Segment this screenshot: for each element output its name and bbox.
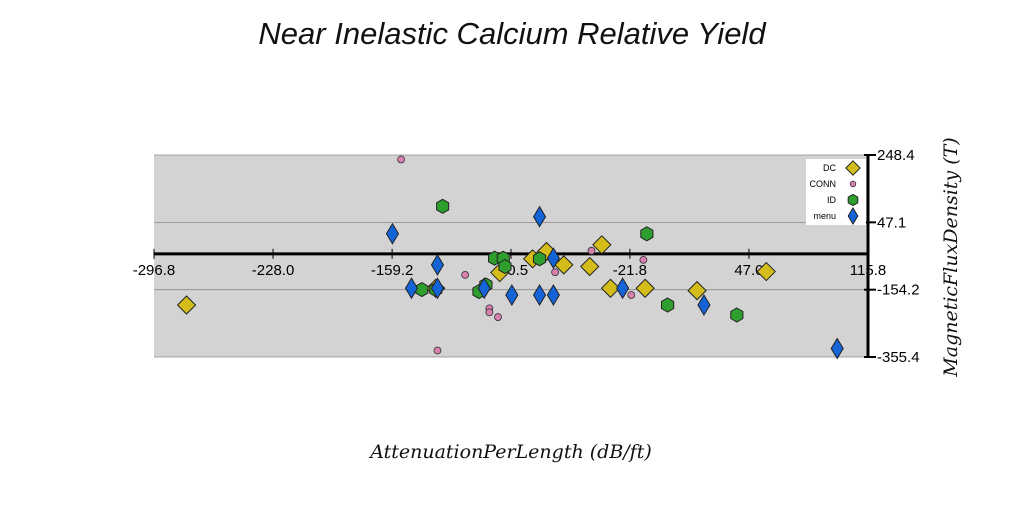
menu-point	[385, 222, 400, 245]
legend-label: CONN	[810, 179, 837, 189]
x-tick-label: 115.8	[850, 262, 886, 279]
x-tick-label: -228.0	[252, 262, 295, 279]
dc-point	[580, 256, 600, 277]
menu-point	[830, 337, 844, 360]
legend-label: menu	[813, 211, 836, 221]
menu-point	[546, 247, 560, 270]
x-tick-label: -159.2	[371, 262, 414, 279]
conn-point	[494, 313, 502, 321]
x-axis-label: AttenuationPerLength (dB/ft)	[368, 441, 652, 463]
x-tick-label: -21.8	[613, 262, 647, 279]
x-tick-label: 47.0	[734, 262, 763, 279]
conn-point	[551, 268, 560, 277]
menu-point	[697, 294, 711, 316]
dc-point	[554, 255, 574, 275]
id-point	[661, 297, 675, 313]
conn-point	[627, 291, 636, 299]
id-point	[436, 198, 450, 214]
legend-dc-icon	[845, 160, 861, 176]
dc-point	[592, 235, 612, 255]
menu-point	[546, 284, 560, 306]
y-tick-label: 248.4	[877, 147, 915, 164]
dc-point	[687, 280, 707, 301]
conn-point	[433, 346, 442, 355]
menu-point	[532, 205, 547, 228]
axes: -296.8-228.0-159.2-90.5-21.847.0115.8248…	[133, 147, 920, 366]
legend-id-icon	[847, 193, 859, 207]
y-tick-label: 47.1	[877, 214, 906, 231]
conn-point	[639, 255, 648, 264]
conn-point	[461, 271, 470, 279]
series-menu	[385, 205, 844, 360]
dc-point	[536, 241, 557, 262]
dc-point	[600, 278, 621, 298]
menu-point	[532, 284, 547, 306]
menu-point	[616, 277, 630, 300]
conn-point	[485, 308, 494, 317]
series-dc	[176, 235, 776, 315]
id-point	[415, 282, 429, 298]
menu-point	[505, 284, 519, 306]
legend-label: ID	[827, 195, 837, 205]
menu-point	[430, 253, 445, 276]
conn-point	[587, 246, 596, 255]
id-point	[533, 251, 547, 267]
legend-conn-icon	[849, 180, 857, 188]
dc-point	[176, 295, 197, 315]
legend-label: DC	[823, 163, 836, 173]
legend: DC CONN ID menu	[806, 159, 866, 225]
legend-menu-icon	[847, 207, 859, 225]
data-markers	[176, 155, 844, 360]
menu-point	[404, 277, 419, 300]
menu-point	[430, 277, 445, 300]
y-axis-label: MagneticFluxDensity (T)	[940, 137, 962, 377]
conn-point	[397, 155, 406, 164]
menu-point	[477, 277, 491, 300]
x-tick-label: -296.8	[133, 262, 176, 279]
id-point	[730, 307, 744, 323]
id-point	[498, 258, 512, 275]
dc-point	[756, 261, 776, 282]
y-tick-label: -154.2	[877, 282, 920, 299]
id-point	[640, 226, 654, 242]
series-id	[415, 198, 744, 323]
dc-point	[635, 278, 655, 298]
y-tick-label: -355.4	[877, 349, 920, 366]
chart-title: Near Inelastic Calcium Relative Yield	[258, 16, 767, 51]
